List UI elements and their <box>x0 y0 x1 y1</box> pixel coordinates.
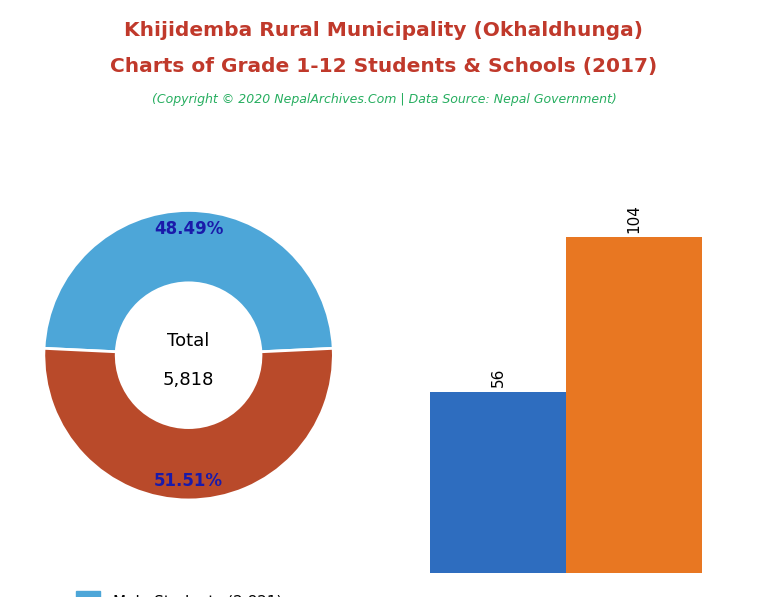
Text: 48.49%: 48.49% <box>154 220 223 238</box>
Text: 104: 104 <box>626 204 641 233</box>
Bar <box>566 238 701 573</box>
Text: Total: Total <box>167 332 210 350</box>
Legend: Male Students (2,821), Female Students (2,997): Male Students (2,821), Female Students (… <box>71 587 306 597</box>
Text: 51.51%: 51.51% <box>154 472 223 490</box>
Text: Khijidemba Rural Municipality (Okhaldhunga): Khijidemba Rural Municipality (Okhaldhun… <box>124 21 644 40</box>
Bar <box>430 392 566 573</box>
Text: 56: 56 <box>491 368 505 387</box>
Text: Charts of Grade 1-12 Students & Schools (2017): Charts of Grade 1-12 Students & Schools … <box>111 57 657 76</box>
Wedge shape <box>44 348 333 500</box>
Wedge shape <box>44 211 333 352</box>
Text: (Copyright © 2020 NepalArchives.Com | Data Source: Nepal Government): (Copyright © 2020 NepalArchives.Com | Da… <box>151 93 617 106</box>
Text: 5,818: 5,818 <box>163 371 214 389</box>
